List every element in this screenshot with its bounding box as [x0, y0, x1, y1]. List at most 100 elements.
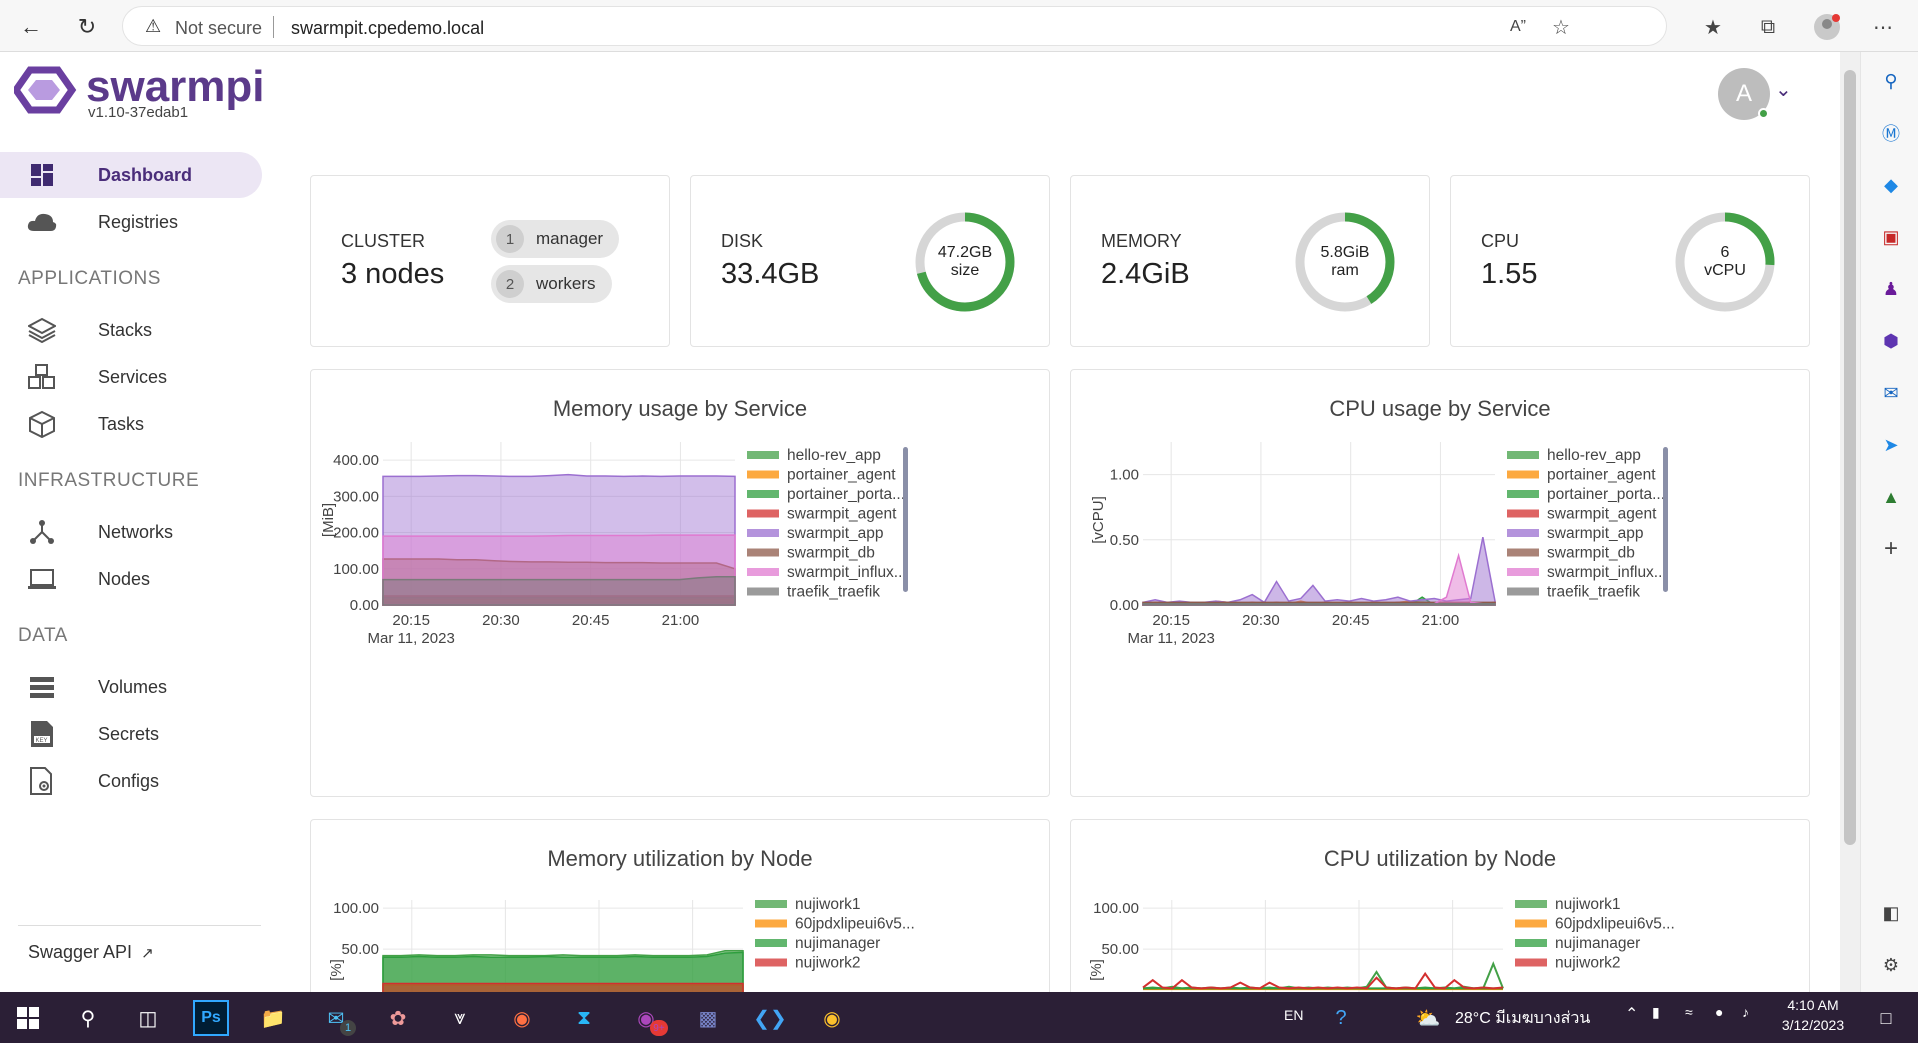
legend-swatch[interactable] [1507, 529, 1539, 537]
legend-swatch[interactable] [755, 939, 787, 947]
legend-swatch[interactable] [755, 900, 787, 908]
legend-label[interactable]: 60jpdxlipeui6v5... [1555, 916, 1675, 933]
app-logo-text[interactable]: swarmpit [86, 62, 280, 111]
legend-swatch[interactable] [1515, 900, 1547, 908]
legend-label[interactable]: swarmpit_db [787, 545, 875, 562]
tools-icon[interactable]: ▣ [1882, 226, 1900, 247]
series-area[interactable] [1142, 537, 1496, 606]
chevron-down-icon[interactable]: ⌄ [1775, 79, 1792, 101]
legend-swatch[interactable] [1515, 958, 1547, 967]
series-area[interactable] [382, 575, 736, 606]
notifications-icon[interactable]: □ [1880, 1007, 1892, 1028]
user-avatar[interactable]: A [1718, 68, 1770, 120]
legend-label[interactable]: swarmpit_db [1547, 545, 1635, 562]
legend-swatch[interactable] [747, 451, 779, 459]
task-view-icon[interactable]: ◫ [138, 1007, 158, 1030]
legend-swatch[interactable] [747, 470, 779, 479]
legend-label[interactable]: portainer_porta... [1547, 486, 1665, 503]
legend-swatch[interactable] [1515, 919, 1547, 928]
settings-icon[interactable]: ⚙ [1882, 954, 1900, 975]
sidebar-item-volumes[interactable]: Volumes [0, 664, 262, 710]
legend-label[interactable]: portainer_porta... [787, 486, 905, 503]
legend-label[interactable]: swarmpit_app [787, 525, 884, 542]
taskbar-search-icon[interactable]: ⚲ [80, 1007, 96, 1030]
language-indicator[interactable]: EN [1284, 1007, 1304, 1023]
legend-swatch[interactable] [1507, 548, 1539, 557]
legend-swatch[interactable] [747, 548, 779, 557]
legend-label[interactable]: 60jpdxlipeui6v5... [795, 916, 915, 933]
legend-scrollbar[interactable] [903, 447, 908, 592]
legend-label[interactable]: swarmpit_agent [1547, 506, 1657, 523]
mail-icon[interactable]: ✉ 1 [318, 1000, 356, 1036]
search-icon[interactable]: ⚲ [1884, 70, 1898, 91]
legend-swatch[interactable] [1507, 451, 1539, 459]
cpu-by-node-chart[interactable]: 50.00 100.00 [%] nujiwork1 60jpdxlipeui6v5..… [1071, 820, 1811, 1020]
volume-icon[interactable]: ♪ [1742, 1004, 1749, 1020]
legend-swatch[interactable] [747, 490, 779, 498]
weather-icon[interactable]: ⛅ [1415, 1007, 1441, 1030]
legend-label[interactable]: swarmpit_app [1547, 525, 1644, 542]
scrollbar-thumb[interactable] [1844, 70, 1856, 845]
battery-icon[interactable]: ▮ [1652, 1004, 1660, 1020]
profile-icon[interactable] [1812, 12, 1842, 42]
legend-label[interactable]: traefik_traefik [1547, 584, 1640, 601]
sidebar-item-stacks[interactable]: Stacks [0, 307, 262, 353]
legend-label[interactable]: nujiwork2 [795, 955, 860, 972]
tree-icon[interactable]: ▲ [1882, 486, 1900, 507]
legend-swatch[interactable] [1507, 470, 1539, 479]
microphone-icon[interactable]: ● [1715, 1004, 1724, 1020]
legend-label[interactable]: nujimanager [1555, 935, 1640, 952]
help-icon[interactable]: ? [1335, 1006, 1347, 1029]
legend-label[interactable]: swarmpit_agent [787, 506, 897, 523]
legend-swatch[interactable] [755, 919, 787, 928]
legend-label[interactable]: nujiwork2 [1555, 955, 1620, 972]
legend-swatch[interactable] [1507, 587, 1539, 596]
more-menu-icon[interactable]: ⋯ [1873, 16, 1893, 39]
games-icon[interactable]: ♟ [1882, 278, 1900, 299]
windows-start-icon[interactable] [10, 1000, 46, 1036]
sidebar-toggle-icon[interactable]: ◧ [1882, 902, 1900, 923]
series-area[interactable] [382, 595, 736, 606]
sidebar-item-registries[interactable]: Registries [0, 199, 262, 245]
sidebar-item-networks[interactable]: Networks [0, 509, 262, 555]
swagger-api-link[interactable]: Swagger API ↗ [28, 942, 154, 963]
favorite-add-icon[interactable]: ☆ [1552, 16, 1570, 39]
legend-swatch[interactable] [747, 509, 779, 518]
legend-swatch[interactable] [1507, 490, 1539, 498]
chrome-icon[interactable]: ◉ [823, 1007, 841, 1030]
legend-label[interactable]: traefik_traefik [787, 584, 880, 601]
wifi-icon[interactable]: ≈ [1685, 1004, 1693, 1020]
sidebar-item-services[interactable]: Services [0, 354, 262, 400]
series-line[interactable] [1142, 971, 1504, 990]
clock-date[interactable]: 3/12/2023 [1781, 1017, 1845, 1033]
vpn-app-icon[interactable]: ◉ [513, 1007, 531, 1030]
legend-swatch[interactable] [747, 587, 779, 596]
file-explorer-icon[interactable]: 📁 [260, 1007, 286, 1030]
clock-time[interactable]: 4:10 AM [1787, 997, 1839, 1013]
security-label[interactable]: Not secure [175, 18, 263, 38]
memory-by-node-chart[interactable]: 50.00 100.00 [%] nujiwork1 60jpdxlipeui6v5..… [311, 820, 1051, 1020]
legend-swatch[interactable] [1507, 568, 1539, 576]
series-area[interactable] [382, 473, 736, 606]
legend-label[interactable]: nujiwork1 [1555, 896, 1620, 913]
reload-icon[interactable]: ↻ [77, 14, 97, 39]
legend-label[interactable]: swarmpit_influx... [787, 564, 907, 581]
outlook-icon[interactable]: ✉ [1883, 382, 1899, 403]
edge-browser-icon[interactable]: ⧗ [576, 1006, 592, 1029]
series-area[interactable] [1142, 602, 1496, 606]
legend-swatch[interactable] [747, 529, 779, 537]
tray-chevron-icon[interactable]: ⌃ [1625, 1006, 1639, 1023]
legend-swatch[interactable] [1515, 939, 1547, 947]
swagger-label[interactable]: Swagger API [28, 942, 133, 962]
vscode-icon[interactable]: ❮❯ [753, 1007, 787, 1030]
series-area[interactable] [382, 598, 736, 606]
legend-label[interactable]: hello-rev_app [787, 447, 881, 464]
legend-swatch[interactable] [1507, 509, 1539, 518]
memory-by-service-chart[interactable]: 0.00 100.00 200.00 300.00 400.00 [MiB] 20:15 20… [311, 370, 1051, 798]
cpu-by-service-chart[interactable]: 0.00 0.50 1.00[vCPU] 20:15 20:30 20:45 21:00 Ma… [1071, 370, 1811, 798]
collections-icon[interactable]: ⧉ [1760, 15, 1776, 38]
legend-label[interactable]: hello-rev_app [1547, 447, 1641, 464]
weather-text[interactable]: 28°C มีเมฆบางส่วน [1455, 1010, 1591, 1027]
bolt-app-icon[interactable]: ⩔ [454, 1006, 466, 1029]
sidebar-item-dashboard[interactable]: Dashboard [0, 152, 262, 198]
